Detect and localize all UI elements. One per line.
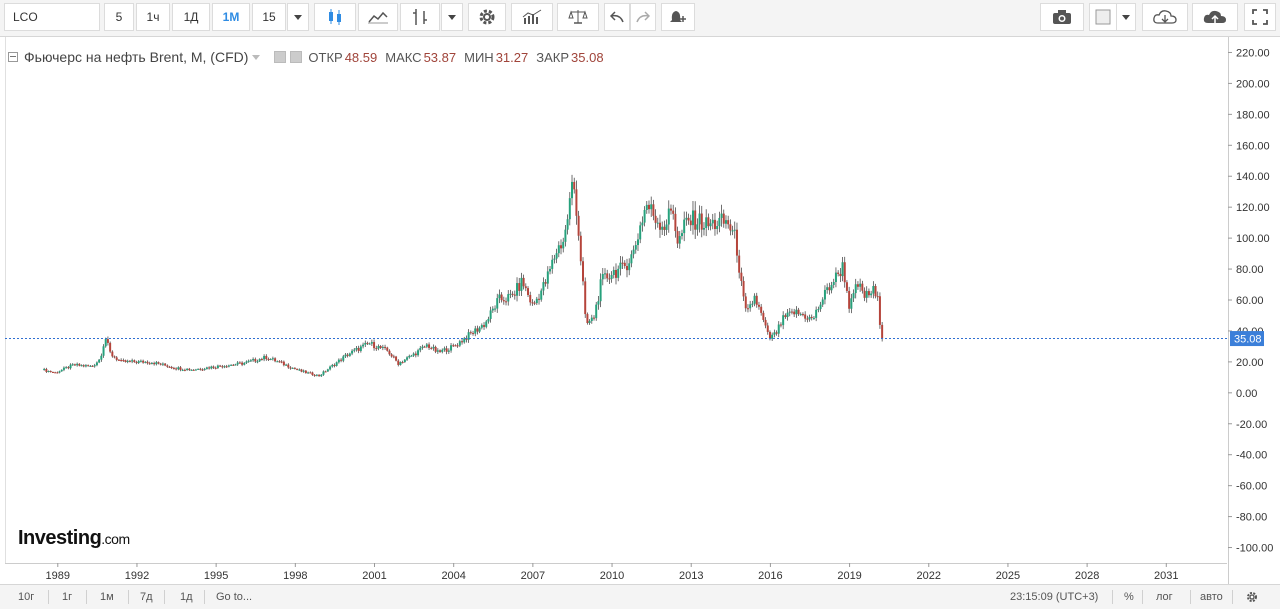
chart-type-dropdown[interactable]: [441, 3, 463, 31]
separator: [1190, 590, 1191, 604]
separator: [1232, 590, 1233, 604]
range-1m[interactable]: 1м: [100, 591, 114, 603]
line-chart-icon: [368, 11, 388, 24]
layout-button[interactable]: [1089, 3, 1117, 31]
low-label: МИН: [464, 49, 494, 65]
open-label: ОТКР: [308, 49, 343, 65]
interval-1m[interactable]: 1М: [212, 3, 250, 31]
low-value: 31.27: [495, 49, 529, 65]
price-axis[interactable]: [1228, 37, 1280, 584]
settings-button[interactable]: [468, 3, 506, 31]
range-7d[interactable]: 7д: [140, 591, 153, 603]
interval-dropdown[interactable]: [287, 3, 309, 31]
chevron-down-icon: [448, 14, 456, 20]
goto-button[interactable]: Go to...: [216, 591, 253, 603]
chevron-down-icon: [294, 14, 302, 20]
candles-button[interactable]: [314, 3, 356, 31]
redo-icon: [636, 11, 650, 23]
separator: [48, 590, 49, 604]
chart-pane[interactable]: [5, 37, 1228, 563]
close-square-icon[interactable]: [290, 51, 303, 63]
interval-1h-label: 1ч: [146, 10, 160, 24]
interval-5-label: 5: [115, 10, 123, 24]
undo-icon: [610, 11, 624, 23]
range-1d[interactable]: 1д: [180, 591, 193, 603]
clock-time: 23:15:09 (UTC+3): [1010, 591, 1099, 603]
time-axis[interactable]: [5, 563, 1227, 585]
open-value: 48.59: [344, 49, 378, 65]
separator: [128, 590, 129, 604]
symbol-text: LCO: [13, 10, 38, 24]
log-toggle[interactable]: лог: [1156, 591, 1173, 603]
square-icon: [1095, 9, 1111, 25]
interval-1d[interactable]: 1Д: [172, 3, 210, 31]
instrument-title: Фьючерс на нефть Brent, M, (CFD): [24, 49, 249, 65]
separator: [1142, 590, 1143, 604]
bars-icon: [413, 9, 427, 25]
bell-plus-icon: [670, 11, 686, 22]
cloud-download-icon: [1153, 10, 1177, 24]
alert-button[interactable]: [661, 3, 695, 31]
percent-toggle[interactable]: %: [1124, 591, 1134, 603]
gear-icon: [1247, 592, 1257, 603]
settings-square-icon[interactable]: [274, 51, 287, 63]
symbol-input[interactable]: LCO: [4, 3, 100, 31]
axis-settings-button[interactable]: [1242, 585, 1262, 609]
interval-1m-label: 1М: [222, 10, 240, 24]
range-1y[interactable]: 1г: [62, 591, 73, 603]
separator: [164, 590, 165, 604]
screenshot-button[interactable]: [1040, 3, 1084, 31]
load-chart-button[interactable]: [1142, 3, 1188, 31]
interval-5[interactable]: 5: [104, 3, 134, 31]
layout-dropdown[interactable]: [1116, 3, 1136, 31]
interval-1h[interactable]: 1ч: [136, 3, 170, 31]
fullscreen-button[interactable]: [1244, 3, 1276, 31]
auto-toggle[interactable]: авто: [1200, 591, 1223, 603]
candles-icon: [329, 9, 341, 25]
gear-icon: [479, 9, 495, 25]
chevron-down-icon: [1122, 14, 1130, 20]
camera-icon: [1053, 10, 1071, 24]
indicators-button[interactable]: [511, 3, 553, 31]
compare-button[interactable]: [557, 3, 599, 31]
high-label: МАКС: [385, 49, 422, 65]
save-chart-button[interactable]: [1192, 3, 1238, 31]
separator: [86, 590, 87, 604]
undo-button[interactable]: [604, 3, 630, 31]
range-10y[interactable]: 10г: [18, 591, 35, 603]
scales-icon: [568, 10, 588, 24]
chart-legend: Фьючерс на нефть Brent, M, (CFD) ОТКР 48.…: [8, 48, 604, 66]
investing-logo: Investing.com: [18, 527, 130, 550]
fullscreen-icon: [1252, 9, 1268, 25]
bars-button[interactable]: [400, 3, 440, 31]
cloud-upload-icon: [1203, 10, 1226, 23]
interval-1d-label: 1Д: [183, 10, 199, 24]
redo-button[interactable]: [630, 3, 656, 31]
interval-15-label: 15: [262, 10, 276, 24]
close-label: ЗАКР: [536, 49, 570, 65]
toolbar: LCO 5 1ч 1Д 1М 15: [0, 0, 1280, 37]
high-value: 53.87: [423, 49, 457, 65]
collapse-legend-icon[interactable]: [8, 52, 18, 62]
logo-suffix: .com: [101, 531, 130, 547]
interval-15[interactable]: 15: [252, 3, 286, 31]
line-chart-button[interactable]: [358, 3, 398, 31]
chevron-down-icon[interactable]: [252, 54, 261, 60]
logo-brand: Investing: [18, 527, 102, 549]
bottom-toolbar: 10г 1г 1м 7д 1д Go to... 23:15:09 (UTC+3…: [0, 584, 1280, 609]
indicators-icon: [522, 9, 542, 24]
separator: [1112, 590, 1113, 604]
close-value: 35.08: [571, 49, 604, 65]
separator: [204, 590, 205, 604]
